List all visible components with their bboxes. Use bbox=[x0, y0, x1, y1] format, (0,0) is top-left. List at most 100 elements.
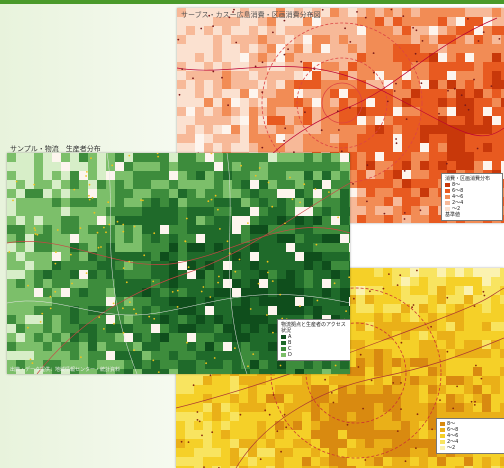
map-cell bbox=[169, 180, 178, 189]
map-cell bbox=[330, 107, 339, 116]
map-cell bbox=[393, 152, 402, 161]
map-cell bbox=[70, 252, 79, 261]
map-cell bbox=[186, 98, 195, 107]
map-cell bbox=[492, 125, 501, 134]
map-cell bbox=[347, 448, 356, 457]
map-cell bbox=[311, 412, 320, 421]
map-cell bbox=[222, 53, 231, 62]
map-cell bbox=[52, 270, 61, 279]
map-cell bbox=[366, 206, 375, 215]
map-cell bbox=[447, 107, 456, 116]
facility-point bbox=[209, 374, 212, 377]
orange-map-title: サーブス・カスー広島消費・区画消費分布図 bbox=[181, 11, 321, 19]
facility-point bbox=[218, 275, 220, 278]
map-cell bbox=[339, 71, 348, 80]
map-cell bbox=[43, 306, 52, 315]
map-cell bbox=[365, 304, 374, 313]
map-cell bbox=[294, 44, 303, 53]
map-cell bbox=[70, 198, 79, 207]
map-cell bbox=[348, 26, 357, 35]
map-cell bbox=[338, 421, 347, 430]
map-cell bbox=[392, 421, 401, 430]
map-cell bbox=[232, 162, 241, 171]
map-cell bbox=[223, 297, 232, 306]
facility-point bbox=[34, 229, 37, 231]
facility-point bbox=[176, 306, 179, 308]
map-cell bbox=[438, 17, 447, 26]
map-cell bbox=[176, 412, 185, 421]
facility-point bbox=[153, 317, 156, 320]
map-cell bbox=[455, 304, 464, 313]
map-cell bbox=[447, 53, 456, 62]
map-cell bbox=[16, 243, 25, 252]
map-cell bbox=[169, 225, 178, 234]
map-cell bbox=[428, 304, 437, 313]
map-cell bbox=[286, 288, 295, 297]
map-cell bbox=[106, 324, 115, 333]
map-cell bbox=[178, 180, 187, 189]
map-cell bbox=[230, 385, 239, 394]
map-cell bbox=[356, 394, 365, 403]
map-cell bbox=[500, 466, 504, 468]
map-cell bbox=[375, 152, 384, 161]
facility-point bbox=[209, 296, 212, 298]
facility-point bbox=[90, 157, 92, 160]
green-boundary bbox=[7, 294, 350, 316]
map-cell bbox=[329, 466, 338, 468]
map-cell bbox=[241, 180, 250, 189]
map-cell bbox=[313, 153, 322, 162]
map-cell bbox=[187, 216, 196, 225]
map-cell bbox=[330, 44, 339, 53]
map-cell bbox=[491, 358, 500, 367]
map-cell bbox=[52, 261, 61, 270]
map-cell bbox=[331, 270, 340, 279]
map-cell bbox=[88, 234, 97, 243]
map-cell bbox=[438, 71, 447, 80]
map-cell bbox=[329, 394, 338, 403]
map-cell bbox=[97, 261, 106, 270]
map-cell bbox=[491, 376, 500, 385]
map-cell bbox=[187, 297, 196, 306]
map-cell bbox=[250, 171, 259, 180]
map-cell bbox=[501, 89, 504, 98]
map-cell bbox=[293, 403, 302, 412]
map-cell bbox=[205, 180, 214, 189]
map-cell bbox=[268, 279, 277, 288]
map-cell bbox=[411, 71, 420, 80]
facility-point bbox=[187, 441, 190, 443]
map-cell bbox=[374, 457, 383, 466]
map-cell bbox=[501, 71, 504, 80]
facility-point bbox=[73, 188, 76, 191]
map-cell bbox=[7, 198, 16, 207]
map-cell bbox=[214, 207, 223, 216]
map-cell bbox=[501, 53, 504, 62]
facility-point bbox=[116, 220, 119, 223]
map-cell bbox=[374, 349, 383, 358]
map-cell bbox=[258, 71, 267, 80]
map-cell bbox=[266, 457, 275, 466]
map-cell bbox=[356, 376, 365, 385]
facility-point bbox=[345, 310, 347, 312]
map-cell bbox=[231, 26, 240, 35]
map-cell bbox=[176, 385, 185, 394]
map-cell bbox=[312, 53, 321, 62]
map-cell bbox=[115, 243, 124, 252]
facility-point bbox=[289, 176, 291, 179]
map-cell bbox=[151, 306, 160, 315]
map-cell bbox=[492, 116, 501, 125]
map-cell bbox=[295, 270, 304, 279]
map-cell bbox=[222, 125, 231, 134]
map-cell bbox=[196, 216, 205, 225]
map-cell bbox=[259, 198, 268, 207]
facility-point bbox=[153, 232, 156, 235]
map-cell bbox=[365, 394, 374, 403]
map-cell bbox=[366, 71, 375, 80]
map-cell bbox=[374, 448, 383, 457]
map-cell bbox=[482, 268, 491, 277]
map-cell bbox=[205, 171, 214, 180]
map-cell bbox=[70, 297, 79, 306]
map-cell bbox=[474, 125, 483, 134]
map-cell bbox=[43, 243, 52, 252]
map-cell bbox=[61, 270, 70, 279]
